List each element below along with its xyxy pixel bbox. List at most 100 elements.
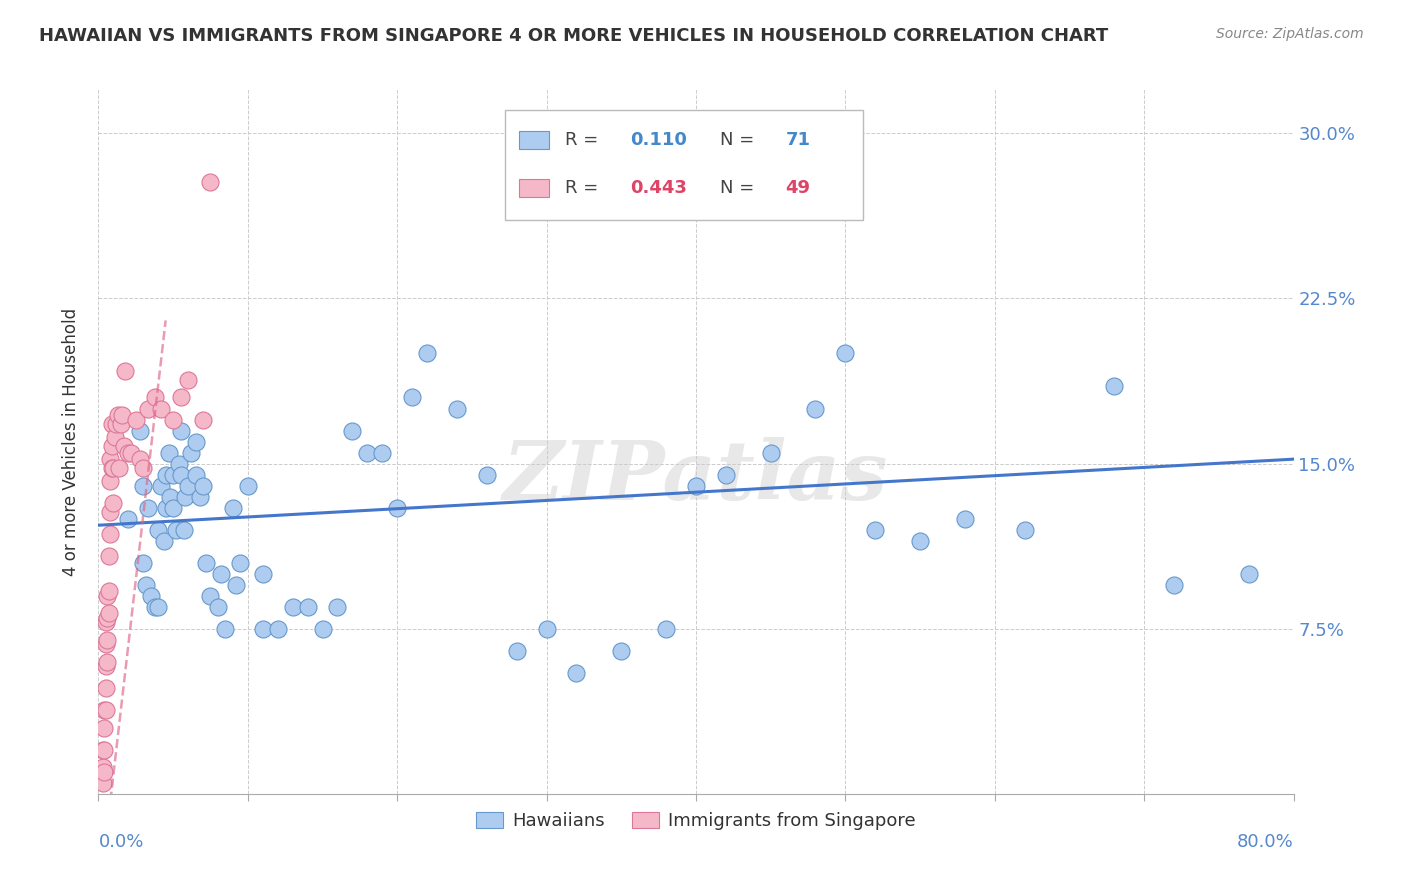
Point <box>112 439 135 453</box>
Point <box>356 445 378 459</box>
Point <box>1163 577 1185 591</box>
FancyBboxPatch shape <box>519 131 548 149</box>
Point <box>311 622 333 636</box>
Point <box>685 478 707 492</box>
Point <box>222 500 245 515</box>
Point <box>104 430 127 444</box>
Point <box>162 500 184 515</box>
Point <box>475 467 498 482</box>
Point <box>804 401 827 416</box>
Point <box>93 743 115 757</box>
Point <box>162 412 184 426</box>
Point <box>103 461 125 475</box>
Y-axis label: 4 or more Vehicles in Household: 4 or more Vehicles in Household <box>62 308 80 575</box>
Point <box>94 615 117 629</box>
Text: 0.110: 0.110 <box>630 131 688 149</box>
Point <box>155 467 177 482</box>
Point <box>281 599 304 614</box>
Point <box>148 599 170 614</box>
Point <box>953 511 976 525</box>
Text: R =: R = <box>565 179 603 197</box>
Point <box>96 655 118 669</box>
Text: R =: R = <box>565 131 603 149</box>
Point <box>132 478 155 492</box>
Point <box>267 622 290 636</box>
Point <box>94 681 117 696</box>
Point <box>98 452 122 467</box>
Point <box>180 445 202 459</box>
Text: N =: N = <box>720 131 759 149</box>
Point <box>150 478 173 492</box>
Legend: Hawaiians, Immigrants from Singapore: Hawaiians, Immigrants from Singapore <box>470 805 922 838</box>
Point <box>207 599 229 614</box>
Point <box>120 445 142 459</box>
Point <box>93 703 115 717</box>
Point <box>93 721 115 735</box>
Point <box>177 478 200 492</box>
Point <box>610 644 633 658</box>
Point <box>195 556 218 570</box>
Point <box>117 445 139 459</box>
Point <box>214 622 236 636</box>
Point <box>759 445 782 459</box>
Point <box>110 417 132 431</box>
Point <box>252 622 274 636</box>
Point <box>98 474 122 488</box>
Point <box>153 533 176 548</box>
Point <box>326 599 349 614</box>
Text: 71: 71 <box>786 131 811 149</box>
Point <box>132 461 155 475</box>
Point <box>416 346 439 360</box>
Text: 0.0%: 0.0% <box>98 832 143 851</box>
Point <box>96 632 118 647</box>
Point <box>169 467 191 482</box>
Point <box>908 533 931 548</box>
Point <box>165 523 187 537</box>
Point <box>167 457 190 471</box>
Point <box>162 467 184 482</box>
Point <box>101 439 124 453</box>
Text: 0.443: 0.443 <box>630 179 688 197</box>
Point <box>96 589 118 603</box>
Point <box>174 490 197 504</box>
Point <box>834 346 856 360</box>
Point <box>1014 523 1036 537</box>
Point <box>132 556 155 570</box>
Point <box>229 556 252 570</box>
Point <box>129 424 152 438</box>
Point <box>108 461 131 475</box>
Point <box>97 549 120 563</box>
Point <box>159 490 181 504</box>
Point <box>143 391 166 405</box>
Point <box>446 401 468 416</box>
Point <box>94 659 117 673</box>
Point <box>148 523 170 537</box>
Point <box>536 622 558 636</box>
Text: ZIPatlas: ZIPatlas <box>503 437 889 516</box>
Point <box>191 478 214 492</box>
Point <box>184 467 207 482</box>
Point <box>1237 566 1260 581</box>
FancyBboxPatch shape <box>505 111 863 219</box>
Point <box>135 577 157 591</box>
Point <box>184 434 207 449</box>
Point <box>385 500 409 515</box>
Point <box>865 523 887 537</box>
Point <box>565 665 588 680</box>
Point <box>103 496 125 510</box>
Point <box>714 467 737 482</box>
Point <box>252 566 274 581</box>
Point <box>98 505 122 519</box>
Point <box>401 391 423 405</box>
Point <box>177 373 200 387</box>
Text: 80.0%: 80.0% <box>1237 832 1294 851</box>
Point <box>236 478 259 492</box>
Point <box>101 461 124 475</box>
Point <box>96 610 118 624</box>
Text: HAWAIIAN VS IMMIGRANTS FROM SINGAPORE 4 OR MORE VEHICLES IN HOUSEHOLD CORRELATIO: HAWAIIAN VS IMMIGRANTS FROM SINGAPORE 4 … <box>39 27 1108 45</box>
Point <box>114 364 136 378</box>
Point <box>101 417 124 431</box>
Point <box>191 412 214 426</box>
Point <box>93 764 115 779</box>
Point <box>97 584 120 599</box>
